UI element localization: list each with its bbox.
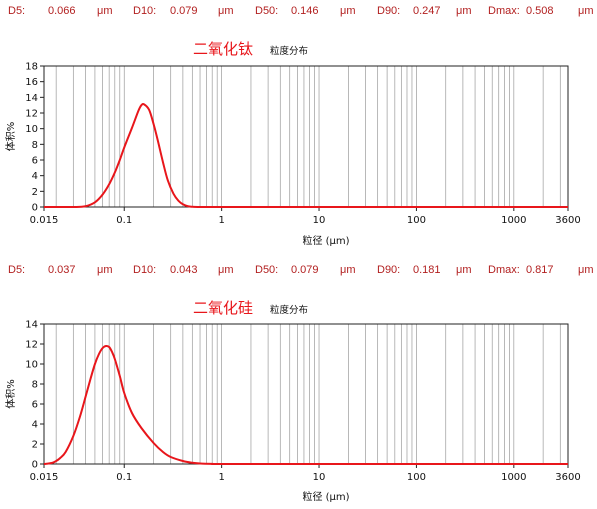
x-tick-label: 100: [407, 215, 426, 226]
stat-dmax-value: 0.817: [526, 264, 554, 276]
chart-title-2: 二氧化硅: [193, 299, 254, 317]
stat-d90-unit: μm: [456, 264, 472, 276]
x-tick-label: 0.1: [116, 215, 132, 226]
series-points: [44, 104, 568, 207]
y-tick-label: 6: [32, 400, 38, 411]
y-axis-label: 体积%: [5, 379, 17, 409]
chart-tio2: 0 2 4 6 8 10 12 14 16 18 0.015 0.1 1 10 100 1000 3600 粒径 …: [5, 62, 581, 248]
stats-bar-2: D5: 0.037 μm D10: 0.043 μm D50: 0.079 μm…: [0, 263, 597, 279]
stat-d50-value: 0.079: [291, 264, 319, 276]
x-tick-label: 0.015: [30, 215, 59, 226]
x-axis-label: 粒径 (μm): [302, 490, 349, 503]
stat-d5-label: D5:: [8, 264, 26, 276]
chart-title-1: 二氧化钛: [193, 40, 254, 58]
chart-subtitle-2: 粒度分布: [270, 305, 309, 316]
y-tick-label: 10: [25, 360, 38, 371]
y-axis-label: 体积%: [5, 122, 17, 152]
x-tick-label: 1000: [501, 215, 526, 226]
y-tick-label: 16: [25, 77, 38, 88]
stat-d50-label: D50:: [255, 264, 279, 276]
stat-d50-value: 0.146: [291, 5, 319, 17]
x-tick-label: 0.1: [116, 472, 132, 483]
y-tick-label: 2: [32, 187, 38, 198]
stat-d10-label: D10:: [133, 5, 157, 17]
x-tick-label: 0.015: [30, 472, 59, 483]
stat-d90-value: 0.181: [413, 264, 441, 276]
x-tick-label: 3600: [555, 472, 580, 483]
stats-bar-1: D5: 0.066 μm D10: 0.079 μm D50: 0.146 μm…: [0, 4, 597, 20]
stat-d10-unit: μm: [218, 264, 234, 276]
series-line: [43, 344, 568, 466]
x-tick-label: 3600: [555, 215, 580, 226]
y-tick-label: 4: [32, 420, 38, 431]
x-tick-label: 1: [218, 215, 224, 226]
y-tick-label: 12: [25, 340, 38, 351]
stat-d50-unit: μm: [340, 264, 356, 276]
y-tick-label: 12: [25, 109, 38, 120]
stat-dmax-unit: μm: [578, 264, 594, 276]
chart-subtitle-1: 粒度分布: [270, 46, 309, 57]
x-tick-label: 100: [407, 472, 426, 483]
stat-d10-value: 0.079: [170, 5, 198, 17]
stat-dmax-unit: μm: [578, 5, 594, 17]
stat-d90-label: D90:: [377, 264, 401, 276]
grid: [55, 324, 561, 464]
y-tick-label: 8: [32, 380, 38, 391]
x-tick-label: 1000: [501, 472, 526, 483]
plot-frame: [43, 323, 569, 465]
y-tick-label: 8: [32, 140, 38, 151]
y-tick-label: 14: [25, 93, 38, 104]
stat-d10-value: 0.043: [170, 264, 198, 276]
y-tick-label: 2: [32, 440, 38, 451]
y-tick-label: 0: [32, 203, 38, 214]
y-tick-label: 0: [32, 460, 38, 471]
stat-d5-value: 0.037: [48, 264, 76, 276]
stat-d10-unit: μm: [218, 5, 234, 17]
stat-d50-unit: μm: [340, 5, 356, 17]
stat-d5-label: D5:: [8, 5, 26, 17]
x-tick-label: 10: [313, 472, 326, 483]
stat-dmax-label: Dmax:: [488, 5, 520, 17]
plot-frame: [43, 65, 569, 208]
stat-d5-unit: μm: [97, 5, 113, 17]
stat-d90-label: D90:: [377, 5, 401, 17]
chart-sio2: 0 2 4 6 8 10 12 14 0.015 0.1 1 10 100 1000 3600 粒径 (μm)…: [5, 320, 581, 504]
series-points: [44, 346, 568, 464]
y-tick-label: 10: [25, 124, 38, 135]
stat-d10-label: D10:: [133, 264, 157, 276]
y-tick-label: 14: [25, 320, 38, 331]
stat-d5-unit: μm: [97, 264, 113, 276]
x-tick-label: 10: [313, 215, 326, 226]
stat-d90-value: 0.247: [413, 5, 441, 17]
y-tick-label: 4: [32, 171, 38, 182]
y-tick-label: 6: [32, 156, 38, 167]
series-line: [43, 103, 568, 209]
stat-dmax-label: Dmax:: [488, 264, 520, 276]
stat-d90-unit: μm: [456, 5, 472, 17]
stat-d5-value: 0.066: [48, 5, 76, 17]
stat-dmax-value: 0.508: [526, 5, 554, 17]
x-axis-label: 粒径 (μm): [302, 234, 349, 247]
x-tick-label: 1: [218, 472, 224, 483]
y-tick-label: 18: [25, 62, 38, 73]
stat-d50-label: D50:: [255, 5, 279, 17]
grid: [55, 66, 561, 207]
